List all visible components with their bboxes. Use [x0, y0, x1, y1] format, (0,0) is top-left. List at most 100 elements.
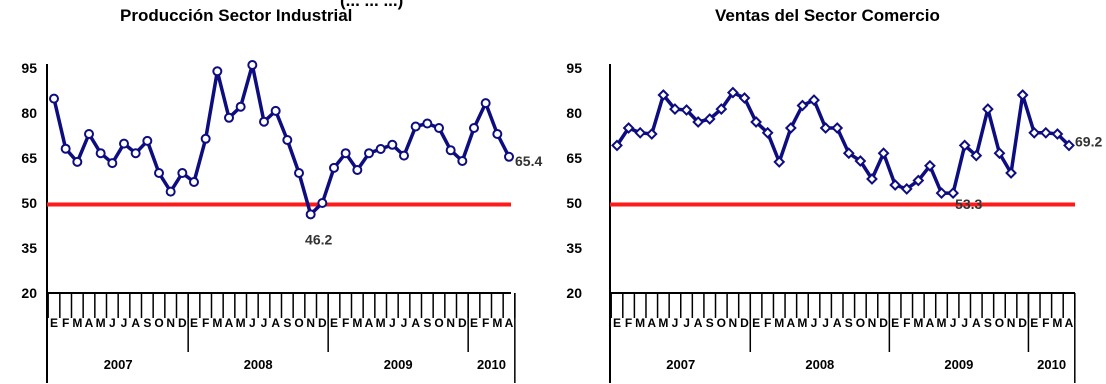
month-label: N	[166, 316, 175, 330]
month-label: F	[625, 316, 632, 330]
month-label: A	[411, 316, 420, 330]
month-label: D	[178, 316, 187, 330]
month-label: M	[1052, 316, 1062, 330]
month-label: F	[1042, 316, 1049, 330]
y-tick-label: 95	[21, 60, 37, 76]
y-tick-label: 65	[21, 150, 37, 166]
month-label: O	[995, 316, 1004, 330]
year-label: 2008	[805, 357, 834, 372]
data-point	[492, 129, 503, 139]
data-point	[247, 60, 258, 70]
y-tick-label: 50	[21, 195, 37, 211]
month-label: J	[811, 316, 818, 330]
month-label: A	[926, 316, 935, 330]
month-label: F	[764, 316, 771, 330]
data-point	[796, 99, 809, 112]
chart-title: Ventas del Sector Comercio	[715, 6, 940, 25]
month-label: N	[1007, 316, 1016, 330]
y-tick-label: 20	[21, 285, 37, 301]
month-label: J	[389, 316, 396, 330]
data-point	[924, 159, 936, 172]
data-point	[387, 139, 398, 150]
y-tick-label: 80	[21, 105, 37, 121]
month-label: A	[1065, 316, 1074, 330]
month-label: A	[505, 316, 514, 330]
chart-industrial: Producción Sector Industrial 20 35 50 65 80 9…	[21, 6, 542, 383]
month-label: E	[891, 316, 899, 330]
month-label: F	[342, 316, 349, 330]
data-point	[212, 66, 223, 77]
month-label: M	[937, 316, 947, 330]
data-point	[947, 187, 960, 200]
month-label: S	[423, 316, 431, 330]
data-point	[410, 121, 421, 132]
data-point	[457, 156, 468, 166]
month-label: A	[271, 316, 280, 330]
data-point	[889, 179, 902, 191]
month-label: D	[740, 316, 749, 330]
data-point	[715, 103, 728, 116]
data-point	[200, 133, 211, 144]
data-point	[993, 147, 1006, 160]
data-point	[165, 186, 176, 197]
data-point	[1016, 89, 1029, 101]
month-label: J	[401, 316, 408, 330]
data-point	[935, 187, 948, 200]
data-point	[831, 122, 844, 134]
data-point	[692, 116, 705, 128]
data-point	[773, 155, 786, 168]
month-label: E	[1030, 316, 1038, 330]
data-label-last: 69.2	[1075, 133, 1102, 149]
data-point	[49, 93, 59, 104]
data-point	[189, 177, 199, 187]
month-label: O	[434, 316, 443, 330]
series-line	[52, 63, 511, 217]
data-point	[622, 122, 635, 134]
month-label: F	[903, 316, 910, 330]
data-point	[645, 128, 658, 140]
data-point	[703, 113, 716, 125]
month-label: S	[706, 316, 714, 330]
data-point	[1005, 167, 1017, 179]
data-point	[282, 135, 293, 145]
data-point	[259, 116, 269, 127]
month-label: J	[961, 316, 968, 330]
header-fragment: (... ... ...)	[340, 0, 404, 10]
month-label: D	[1018, 316, 1027, 330]
data-point	[72, 156, 83, 167]
data-point	[364, 148, 374, 159]
data-point	[750, 116, 762, 128]
data-point	[469, 123, 479, 133]
month-label: M	[658, 316, 668, 330]
data-point	[329, 162, 339, 173]
data-point	[270, 105, 281, 116]
data-point	[726, 86, 739, 99]
year-label: 2007	[104, 357, 133, 372]
data-point	[317, 198, 328, 208]
month-label: E	[330, 316, 338, 330]
y-tick-label: 50	[566, 195, 582, 211]
month-label: N	[446, 316, 455, 330]
data-point	[738, 92, 751, 104]
data-point	[842, 147, 855, 160]
y-tick-label: 35	[566, 240, 582, 256]
data-point	[130, 148, 141, 159]
data-point	[340, 148, 351, 159]
data-point	[958, 139, 971, 152]
y-tick-label: 65	[566, 150, 582, 166]
data-point	[177, 168, 188, 178]
month-label: M	[635, 316, 645, 330]
y-tick-label: 20	[566, 285, 582, 301]
month-label: E	[50, 316, 58, 330]
data-point	[235, 101, 246, 112]
data-point	[445, 145, 456, 156]
month-label: J	[249, 316, 256, 330]
data-point	[819, 122, 832, 134]
chart-commerce: Ventas del Sector Comercio 20 35 50 65 80 95 E…	[553, 0, 1106, 384]
data-point	[95, 148, 106, 159]
month-label: O	[154, 316, 163, 330]
data-point	[294, 168, 304, 178]
month-label: A	[365, 316, 374, 330]
